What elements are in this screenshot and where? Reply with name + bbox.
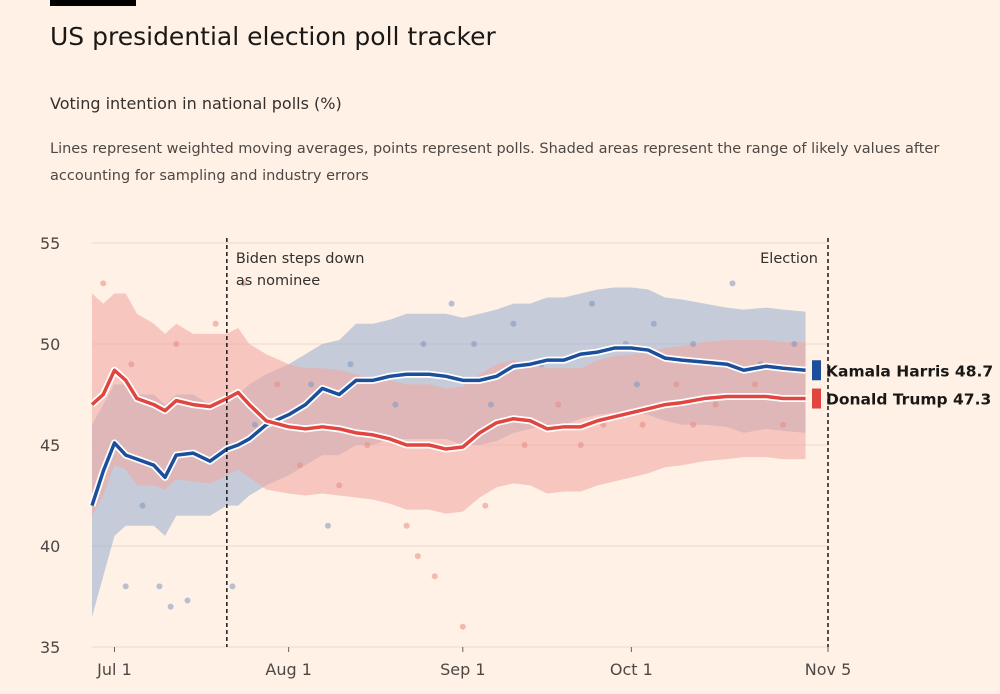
poll-dot — [229, 583, 236, 590]
poll-dot — [347, 361, 354, 368]
poll-dot — [589, 300, 596, 307]
y-tick-label: 40 — [40, 537, 60, 556]
poll-dot — [364, 442, 371, 448]
poll-dot — [100, 280, 107, 287]
chart-title: US presidential election poll tracker — [50, 22, 496, 51]
range-band — [92, 293, 806, 516]
x-tick-label: Jul 1 — [96, 660, 132, 679]
poll-dot — [336, 482, 343, 489]
poll-dot — [156, 583, 163, 590]
series-last-value: 47.3 — [953, 391, 991, 409]
poll-dot — [555, 401, 562, 408]
poll-dot — [673, 381, 680, 388]
poll-dot — [420, 341, 427, 347]
poll-dot — [780, 421, 787, 428]
poll-dot — [414, 553, 421, 560]
poll-dot — [139, 502, 146, 509]
legend-swatch — [812, 388, 821, 409]
y-tick-label: 35 — [40, 638, 60, 657]
poll-dot — [431, 573, 438, 580]
series-label: Donald Trump 47.3 — [826, 391, 991, 409]
poll-dot — [650, 320, 657, 327]
legend-swatch — [812, 360, 821, 381]
poll-dot — [184, 597, 191, 604]
series-name: Kamala Harris — [826, 362, 950, 380]
poll-dot — [308, 381, 315, 388]
poll-dot — [122, 583, 129, 590]
poll-dot — [690, 421, 697, 428]
series-line — [90, 346, 806, 507]
poll-dot — [448, 300, 455, 307]
x-tick-label: Aug 1 — [265, 660, 312, 679]
series-line — [90, 368, 806, 451]
poll-dot — [521, 442, 528, 448]
poll-dot — [729, 280, 736, 287]
annotation-text: Election — [760, 251, 818, 267]
annotation-text: Biden steps down — [236, 251, 365, 267]
chart-subtitle: Voting intention in national polls (%) — [50, 94, 342, 113]
poll-dot — [240, 280, 247, 287]
poll-dot — [403, 522, 410, 529]
brand-bar — [50, 0, 136, 6]
y-tick-label: 55 — [40, 234, 60, 253]
poll-dot — [510, 320, 517, 327]
poll-dot — [274, 381, 281, 388]
series-name: Donald Trump — [826, 391, 948, 409]
chart-note: Lines represent weighted moving averages… — [50, 141, 940, 184]
annotation-text: as nominee — [236, 273, 320, 289]
poll-dot — [487, 401, 494, 408]
poll-dot — [690, 341, 697, 347]
poll-dot — [751, 381, 758, 388]
poll-dot — [167, 603, 174, 610]
poll-dot — [639, 421, 646, 428]
poll-dot — [712, 401, 719, 408]
x-tick-label: Nov 5 — [805, 660, 852, 679]
poll-dot — [482, 502, 489, 509]
series-last-value: 48.7 — [955, 362, 993, 380]
poll-dot — [173, 341, 180, 347]
poll-dot — [128, 361, 135, 368]
poll-dot — [459, 623, 466, 630]
x-tick-label: Sep 1 — [440, 660, 485, 679]
series-label: Kamala Harris 48.7 — [826, 362, 993, 380]
x-tick-label: Oct 1 — [610, 660, 653, 679]
poll-dot — [577, 442, 584, 448]
poll-dot — [212, 320, 219, 327]
y-tick-label: 45 — [40, 436, 60, 455]
poll-dot — [296, 462, 303, 469]
poll-dot — [251, 421, 258, 428]
poll-dot — [324, 522, 331, 529]
poll-dot — [471, 341, 478, 347]
poll-dot — [633, 381, 640, 388]
y-tick-label: 50 — [40, 335, 60, 354]
poll-dot — [791, 341, 798, 347]
poll-dot — [392, 401, 399, 408]
